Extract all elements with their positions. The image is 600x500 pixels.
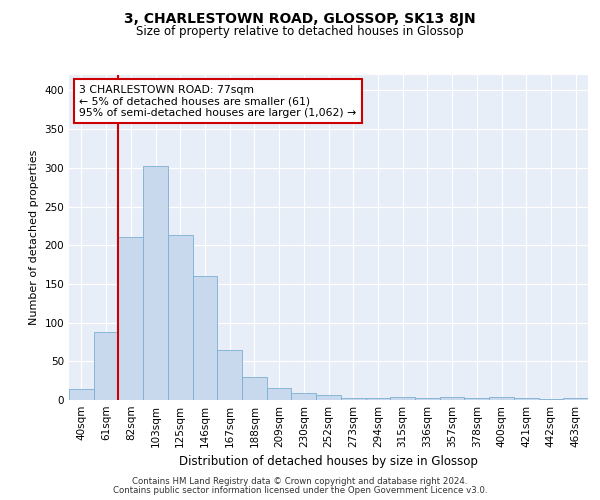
Text: Contains HM Land Registry data © Crown copyright and database right 2024.: Contains HM Land Registry data © Crown c…: [132, 477, 468, 486]
Bar: [341, 398, 365, 400]
Bar: [94, 332, 118, 400]
Bar: [489, 397, 514, 400]
Bar: [514, 398, 539, 400]
Bar: [193, 276, 217, 400]
Bar: [365, 398, 390, 400]
Bar: [217, 350, 242, 400]
Bar: [292, 393, 316, 400]
Bar: [143, 166, 168, 400]
Text: Size of property relative to detached houses in Glossop: Size of property relative to detached ho…: [136, 25, 464, 38]
Bar: [118, 238, 143, 400]
Bar: [464, 398, 489, 400]
Bar: [539, 399, 563, 400]
Bar: [267, 388, 292, 400]
Bar: [69, 389, 94, 400]
Bar: [415, 398, 440, 400]
Bar: [316, 396, 341, 400]
Text: Contains public sector information licensed under the Open Government Licence v3: Contains public sector information licen…: [113, 486, 487, 495]
Bar: [168, 235, 193, 400]
Bar: [242, 377, 267, 400]
Bar: [563, 398, 588, 400]
X-axis label: Distribution of detached houses by size in Glossop: Distribution of detached houses by size …: [179, 456, 478, 468]
Text: 3 CHARLESTOWN ROAD: 77sqm
← 5% of detached houses are smaller (61)
95% of semi-d: 3 CHARLESTOWN ROAD: 77sqm ← 5% of detach…: [79, 84, 356, 118]
Text: 3, CHARLESTOWN ROAD, GLOSSOP, SK13 8JN: 3, CHARLESTOWN ROAD, GLOSSOP, SK13 8JN: [124, 12, 476, 26]
Y-axis label: Number of detached properties: Number of detached properties: [29, 150, 39, 325]
Bar: [390, 397, 415, 400]
Bar: [440, 397, 464, 400]
